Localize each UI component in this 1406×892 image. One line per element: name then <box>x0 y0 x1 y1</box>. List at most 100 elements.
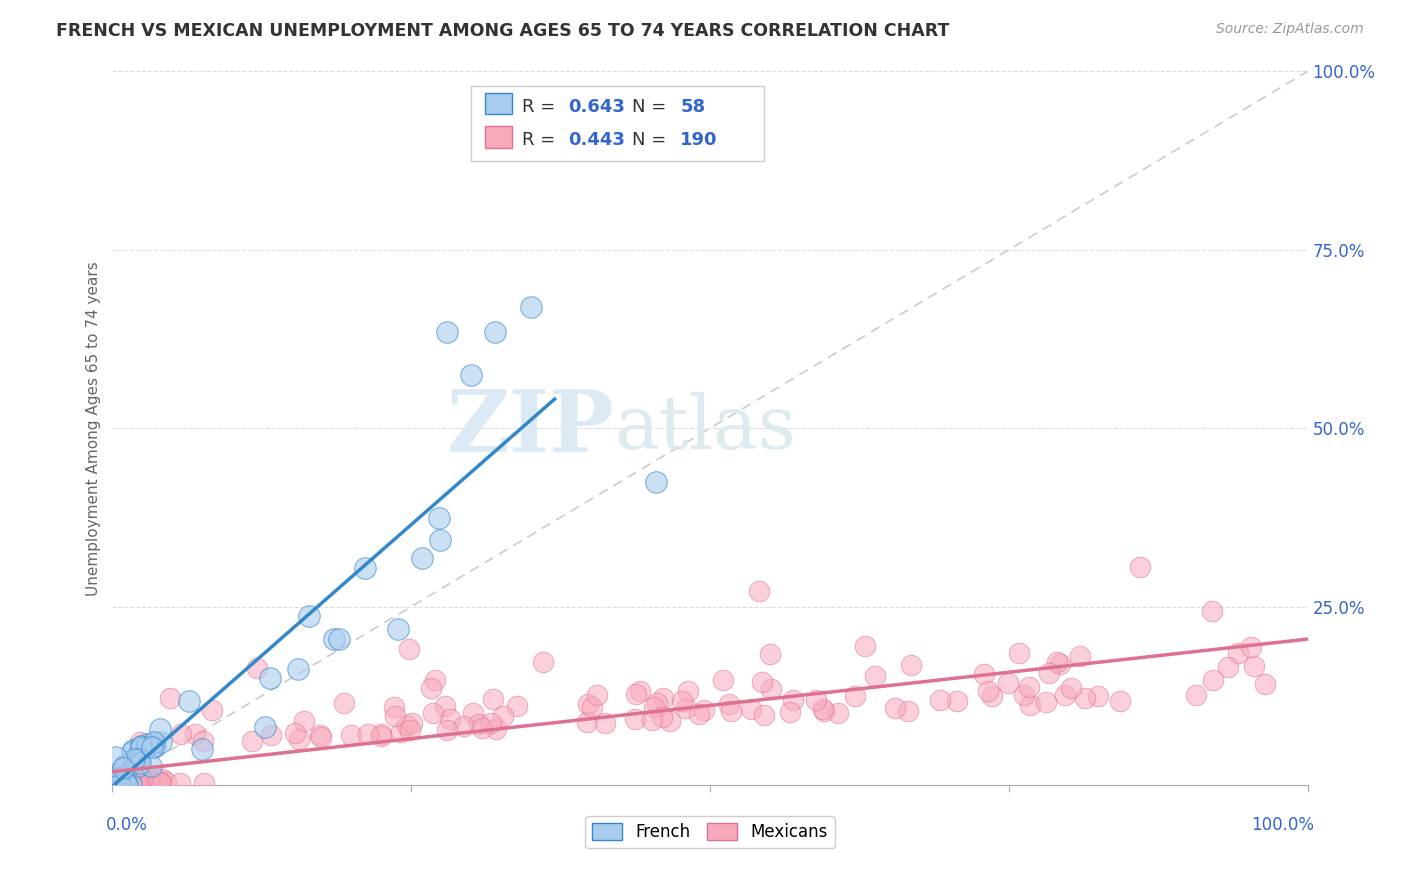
Point <box>117 778 139 792</box>
Text: 0.643: 0.643 <box>568 98 624 116</box>
Point <box>395 718 418 732</box>
Point <box>101 772 124 786</box>
Point <box>104 777 127 791</box>
Text: R =: R = <box>523 130 561 149</box>
Point <box>129 772 152 787</box>
Point <box>124 773 146 788</box>
Point <box>429 533 451 547</box>
Point <box>253 720 276 734</box>
Point <box>114 774 136 789</box>
Point <box>382 699 405 714</box>
Point <box>115 778 138 792</box>
Point <box>132 772 155 787</box>
Point <box>107 778 129 792</box>
Point <box>643 700 665 714</box>
Point <box>124 776 146 790</box>
Point <box>1069 649 1091 664</box>
Point <box>129 774 152 789</box>
Point <box>112 761 135 775</box>
Point <box>114 778 136 792</box>
Point <box>401 715 423 730</box>
Point <box>676 684 699 698</box>
Point <box>463 706 485 721</box>
Point <box>110 777 132 791</box>
Point <box>284 726 307 740</box>
Point <box>328 632 350 646</box>
Point <box>752 707 775 722</box>
Text: 0.0%: 0.0% <box>105 816 148 834</box>
Point <box>581 700 603 714</box>
Point <box>1059 681 1081 695</box>
Point <box>1108 694 1130 708</box>
Point <box>127 758 149 772</box>
Point <box>506 698 529 713</box>
Point <box>107 778 129 792</box>
Point <box>419 681 441 695</box>
Point <box>1018 698 1040 713</box>
Point <box>827 706 849 721</box>
Point <box>977 683 1000 698</box>
Point <box>103 778 125 792</box>
Point <box>492 708 515 723</box>
Point <box>139 776 162 790</box>
Point <box>928 693 950 707</box>
Point <box>853 639 876 653</box>
Point <box>103 774 125 789</box>
Point <box>184 727 207 741</box>
Point <box>128 776 150 790</box>
Point <box>436 723 458 738</box>
Point <box>141 739 163 754</box>
Point <box>1254 677 1277 691</box>
Point <box>288 731 311 746</box>
Point <box>811 702 834 716</box>
Point <box>693 702 716 716</box>
Point <box>384 709 406 723</box>
Point <box>150 775 173 789</box>
Point <box>626 687 648 701</box>
Point <box>354 560 377 574</box>
Point <box>129 739 152 753</box>
Text: Source: ZipAtlas.com: Source: ZipAtlas.com <box>1216 22 1364 37</box>
Point <box>139 775 162 789</box>
Point <box>149 775 172 789</box>
Point <box>720 704 742 718</box>
Point <box>111 778 134 792</box>
Point <box>357 726 380 740</box>
Point <box>142 774 165 789</box>
Point <box>110 777 132 791</box>
Point <box>645 696 668 710</box>
Point <box>520 300 543 314</box>
Point <box>107 778 129 792</box>
Point <box>108 778 131 792</box>
Point <box>150 735 173 749</box>
Legend: French, Mexicans: French, Mexicans <box>585 816 835 848</box>
Point <box>107 776 129 790</box>
Text: 100.0%: 100.0% <box>1251 816 1315 834</box>
Point <box>1240 640 1263 654</box>
Point <box>107 773 129 788</box>
Point <box>453 719 475 733</box>
Point <box>101 774 124 789</box>
Point <box>138 777 160 791</box>
Point <box>624 712 647 726</box>
Point <box>108 778 131 792</box>
Point <box>112 777 135 791</box>
Point <box>479 716 502 731</box>
Point <box>107 772 129 787</box>
Text: atlas: atlas <box>614 392 797 465</box>
Point <box>1014 688 1036 702</box>
Text: ZIP: ZIP <box>447 386 614 470</box>
Point <box>110 778 132 792</box>
Point <box>434 698 457 713</box>
Point <box>155 775 177 789</box>
Point <box>132 776 155 790</box>
Point <box>1035 695 1057 709</box>
Point <box>246 661 269 675</box>
Point <box>105 773 128 788</box>
Point <box>118 777 141 791</box>
Point <box>1053 688 1076 702</box>
Point <box>748 584 770 599</box>
Point <box>142 735 165 749</box>
Point <box>945 693 967 707</box>
Point <box>107 775 129 789</box>
